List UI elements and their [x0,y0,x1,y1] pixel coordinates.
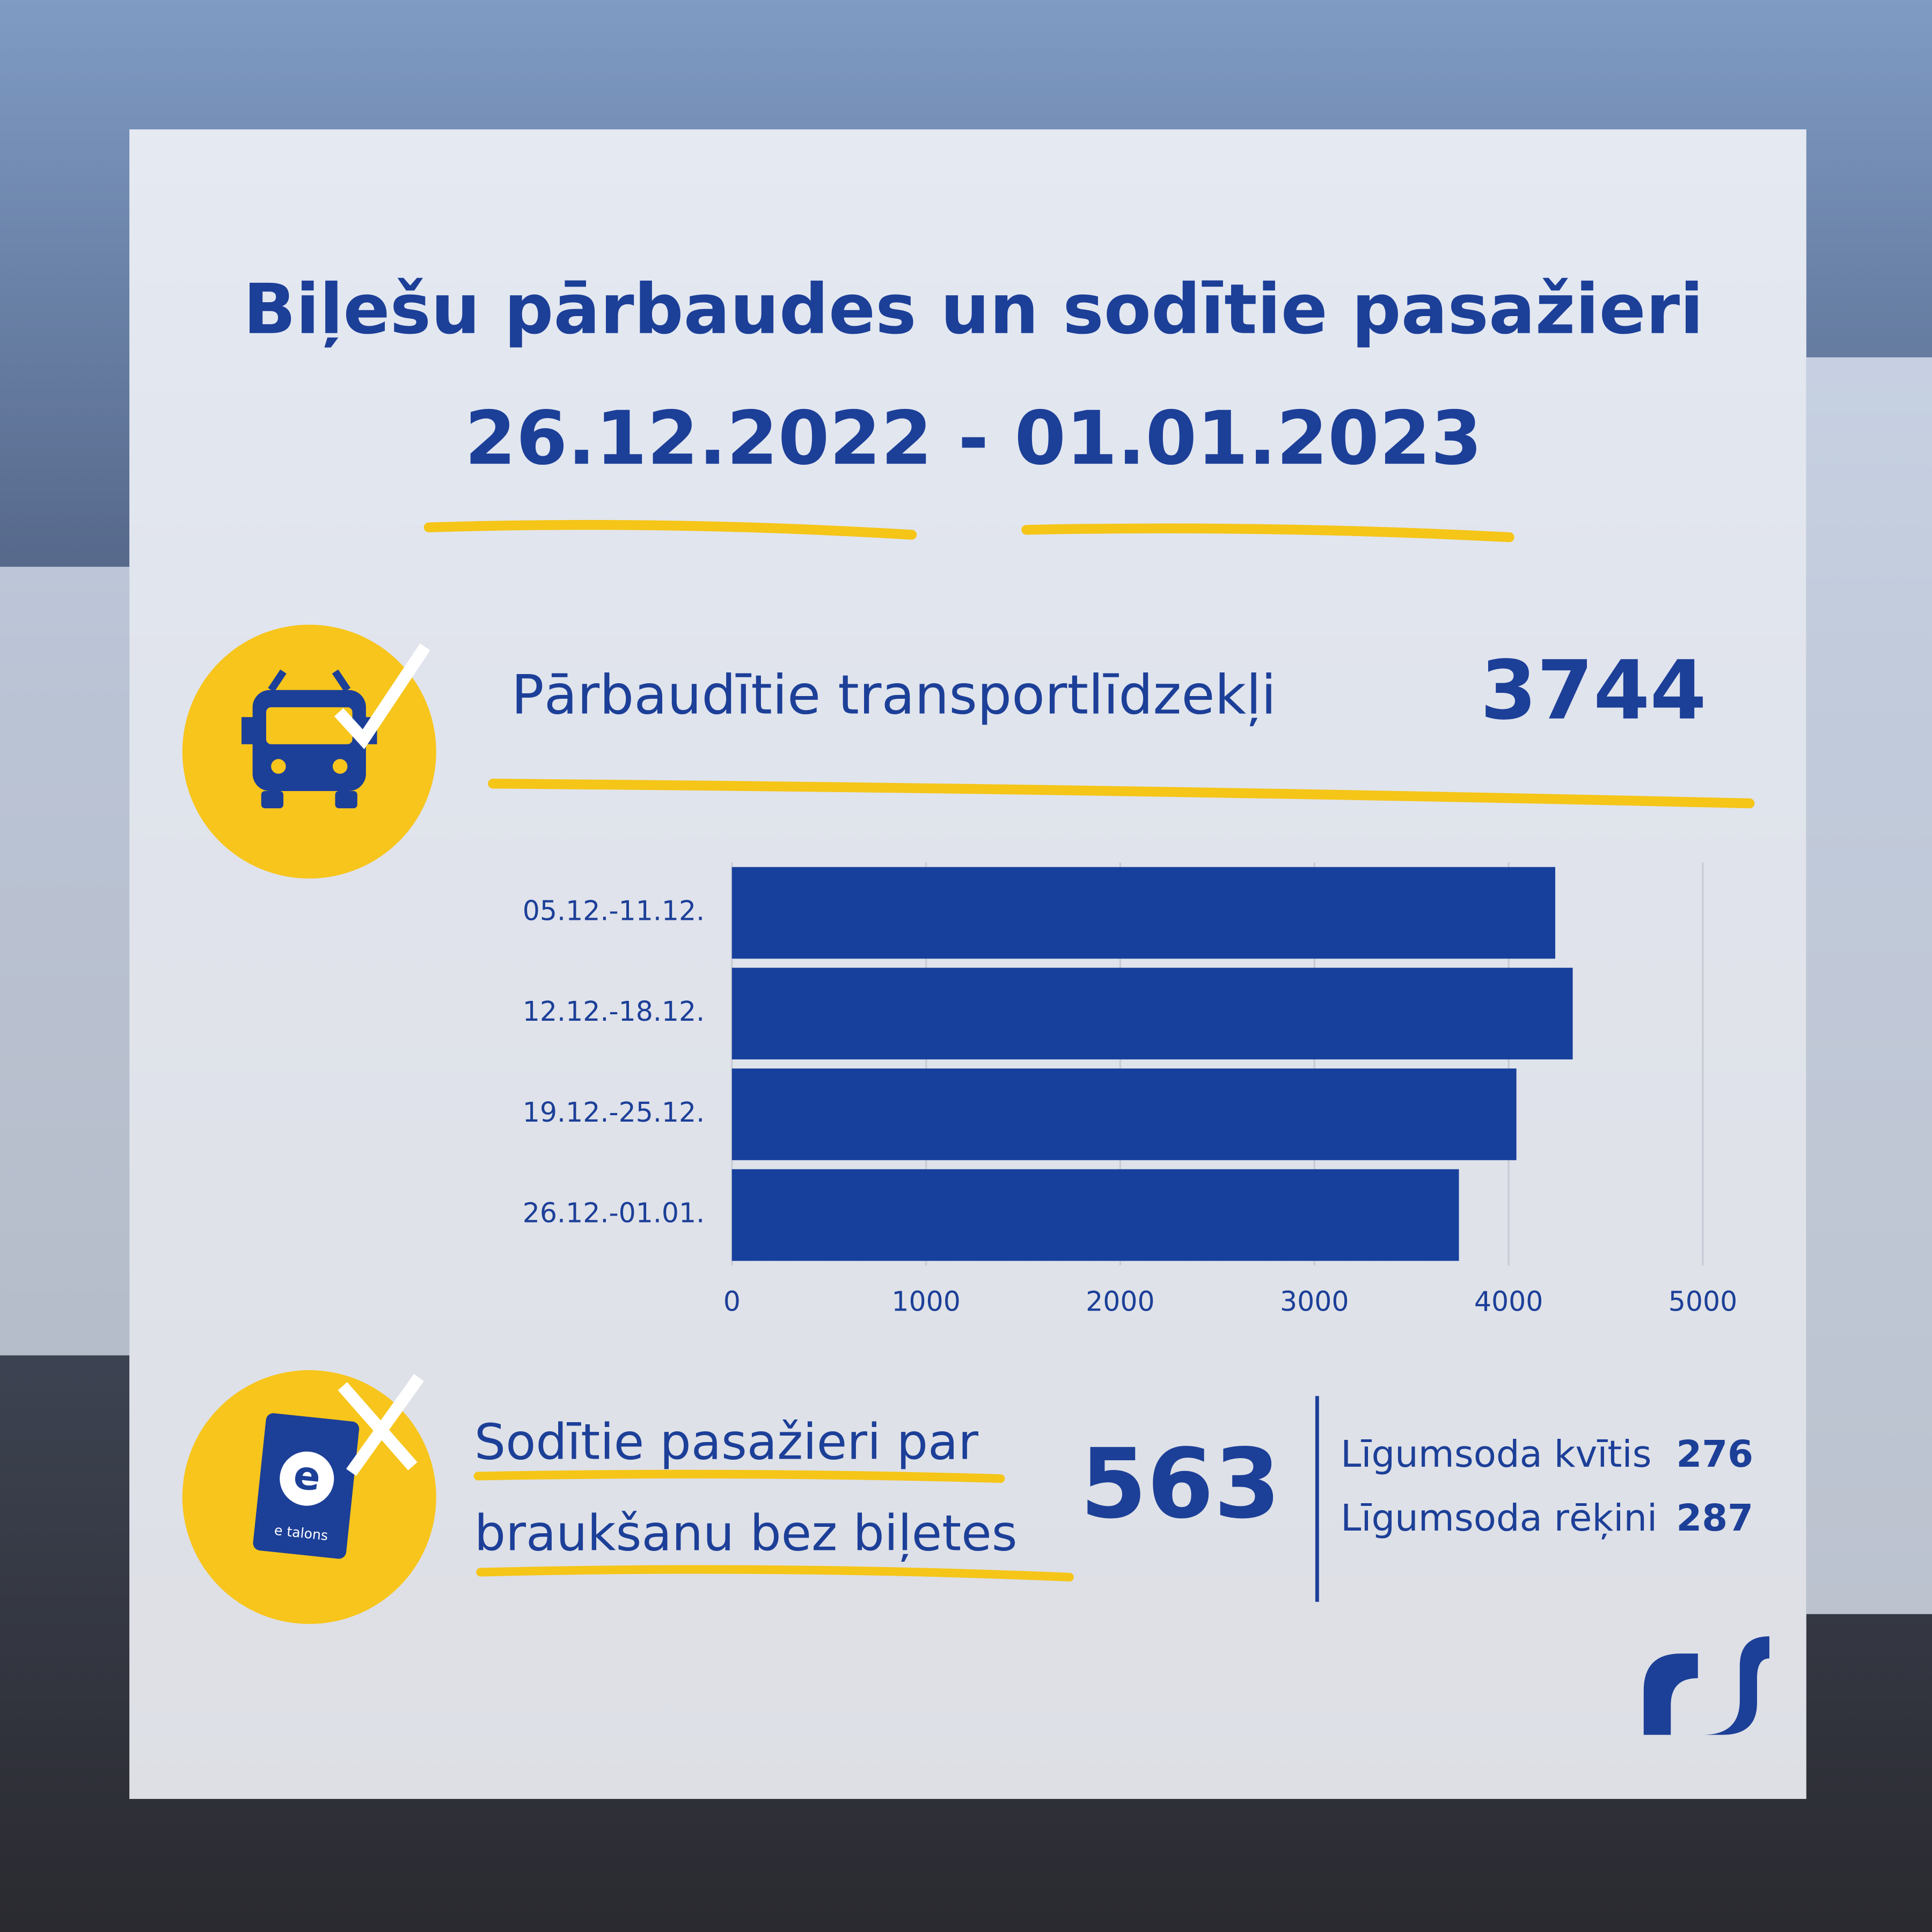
bar [731,1068,1517,1160]
y-tick-label: 19.12.-25.12. [523,1096,705,1128]
logo [1643,1636,1769,1735]
y-tick-label: 12.12.-18.12. [523,996,705,1027]
underline [423,519,1514,543]
y-tick-label: 26.12.-01.01. [523,1197,705,1229]
fined-value: 563 [1080,1429,1281,1540]
y-tick-label: 05.12.-11.12. [523,895,705,926]
cross-mark [338,1374,424,1476]
fined-label: braukšanu bez biļetes [474,1504,1018,1562]
card-icon: e e talons [253,1413,360,1559]
breakdown-value: 287 [1676,1497,1753,1540]
x-tick-label: 3000 [1280,1286,1349,1318]
svg-text:e: e [291,1452,323,1501]
x-tick-label: 5000 [1668,1286,1738,1318]
x-tick-label: 1000 [891,1286,961,1318]
breakdown-value: 276 [1676,1433,1753,1476]
x-tick-label: 4000 [1474,1286,1543,1318]
date-range: 26.12.2022 - 01.01.2023 [465,396,1482,481]
title: Biļešu pārbaudes un sodītie pasažieri [243,270,1703,350]
fined-label: Sodītie pasažieri par [474,1414,978,1471]
bar [731,867,1555,959]
x-tick-label: 0 [723,1286,741,1318]
underline [488,779,1755,809]
bus-icon [241,669,377,809]
vehicles-value: 3744 [1480,643,1707,738]
bar [731,968,1573,1060]
breakdown-label: Līgumsoda kvītis [1341,1433,1652,1476]
bus-left [0,567,130,1356]
breakdown-label: Līgumsoda rēķini [1341,1497,1657,1540]
bus-right [1806,357,1932,1614]
bar-chart: 0 1000 2000 3000 4000 5000 05.12.-11.12. 12.12.… [523,862,1738,1318]
x-tick-label: 2000 [1086,1286,1155,1318]
vehicles-label: Pārbaudītie transportlīdzekļi [511,663,1276,727]
bar [731,1169,1459,1261]
check-mark [334,643,430,750]
underline [473,1469,1074,1582]
